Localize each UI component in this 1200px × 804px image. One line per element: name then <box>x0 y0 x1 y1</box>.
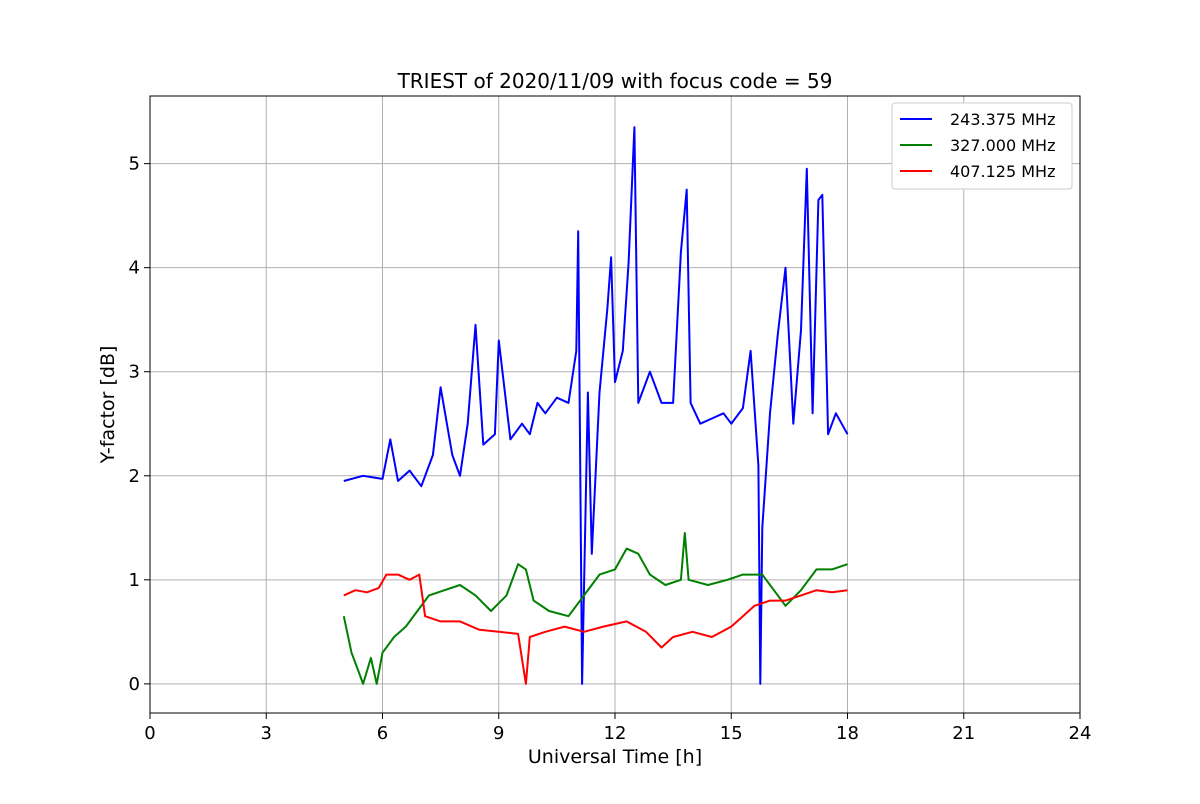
legend: 243.375 MHz 327.000 MHz 407.125 MHz <box>891 102 1073 190</box>
x-tick-label: 15 <box>720 723 743 744</box>
y-tick-label: 2 <box>129 466 140 487</box>
y-tick-label: 3 <box>129 362 140 383</box>
x-tick-label: 12 <box>604 723 627 744</box>
y-axis-title: Y-factor [dB] <box>97 346 119 465</box>
x-tick-label: 6 <box>377 723 388 744</box>
chart-title: TRIEST of 2020/11/09 with focus code = 5… <box>397 69 833 93</box>
y-tick-label: 4 <box>129 258 140 279</box>
series-line-1 <box>342 532 848 685</box>
x-tick-label: 3 <box>261 723 272 744</box>
x-tick-label: 24 <box>1069 723 1092 744</box>
y-tick-label: 5 <box>129 154 140 175</box>
x-tick-label: 9 <box>493 723 504 744</box>
series-line-2 <box>343 573 848 685</box>
legend-box <box>891 102 1073 190</box>
legend-label-243-mhz: 243.375 MHz <box>950 110 1055 129</box>
series-line-0 <box>343 126 849 685</box>
legend-label-327-mhz: 327.000 MHz <box>950 136 1055 155</box>
x-axis-title: Universal Time [h] <box>528 746 702 768</box>
x-tick-label: 0 <box>144 723 155 744</box>
legend-label-407-mhz: 407.125 MHz <box>950 162 1055 181</box>
y-tick-label: 0 <box>129 674 140 695</box>
y-tick-label: 1 <box>129 570 140 591</box>
x-tick-label: 21 <box>952 723 975 744</box>
x-tick-label: 18 <box>836 723 859 744</box>
series-lines <box>342 126 849 685</box>
